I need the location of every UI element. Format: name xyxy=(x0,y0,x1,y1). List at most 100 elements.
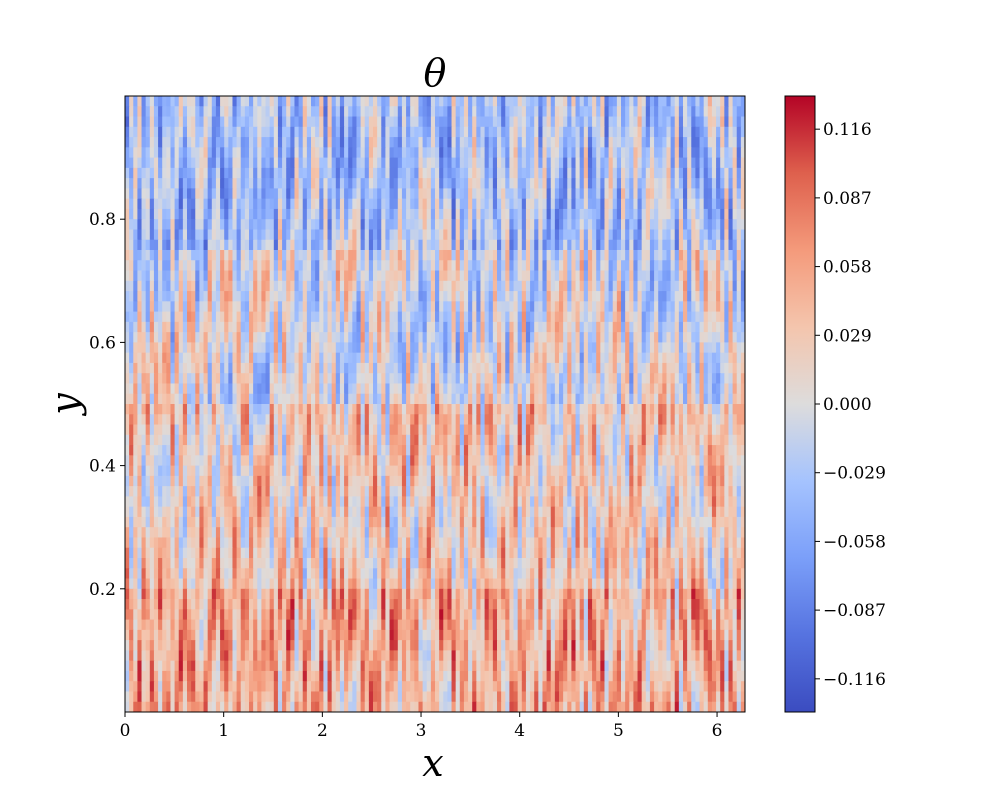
heatmap-cell xyxy=(298,147,304,159)
heatmap-cell xyxy=(406,96,411,107)
heatmap-cell xyxy=(542,147,548,159)
heatmap-cell xyxy=(323,342,329,354)
heatmap-cell xyxy=(687,157,692,169)
heatmap-cell xyxy=(550,229,556,241)
heatmap-cell xyxy=(315,393,320,405)
heatmap-cell xyxy=(277,321,283,333)
heatmap-cell xyxy=(224,188,229,200)
heatmap-cell xyxy=(501,311,506,323)
heatmap-cell xyxy=(649,342,655,354)
heatmap-cell xyxy=(385,208,391,220)
heatmap-cell xyxy=(153,229,159,241)
heatmap-cell xyxy=(244,157,250,169)
heatmap-cell xyxy=(488,96,494,107)
heatmap-cell xyxy=(476,352,482,364)
heatmap-cell xyxy=(724,229,730,241)
heatmap-cell xyxy=(579,424,585,436)
heatmap-cell xyxy=(220,383,225,395)
heatmap-cell xyxy=(625,301,630,313)
heatmap-cell xyxy=(430,178,436,189)
heatmap-cell xyxy=(339,332,345,343)
heatmap-cell xyxy=(220,137,225,148)
heatmap-cell xyxy=(497,342,502,354)
heatmap-cell xyxy=(360,167,366,179)
heatmap-cell xyxy=(678,260,684,272)
heatmap-cell xyxy=(654,352,659,364)
heatmap-cell xyxy=(215,352,221,364)
heatmap-cell xyxy=(567,301,572,313)
heatmap-cell xyxy=(224,106,229,118)
heatmap-cell xyxy=(732,270,738,282)
heatmap-cell xyxy=(455,352,461,364)
heatmap-cell xyxy=(273,291,279,302)
heatmap-cell xyxy=(178,393,184,405)
heatmap-cell xyxy=(426,198,432,210)
heatmap-cell xyxy=(654,424,659,436)
heatmap-cell xyxy=(459,393,465,405)
heatmap-cell xyxy=(149,404,155,415)
heatmap-cell xyxy=(587,280,593,292)
heatmap-cell xyxy=(472,239,477,251)
heatmap-cell xyxy=(571,311,577,323)
heatmap-cell xyxy=(575,270,581,282)
heatmap-cell xyxy=(302,147,308,159)
heatmap-cell xyxy=(678,362,684,374)
heatmap-cell xyxy=(530,126,535,138)
heatmap-cell xyxy=(525,342,531,354)
heatmap-cell xyxy=(666,137,672,148)
heatmap-cell xyxy=(207,332,213,343)
heatmap-cell xyxy=(153,301,159,313)
heatmap-cell xyxy=(323,404,329,415)
heatmap-cell xyxy=(253,116,258,128)
heatmap-cell xyxy=(654,198,659,210)
heatmap-cell xyxy=(641,178,647,189)
heatmap-cell xyxy=(240,250,246,261)
heatmap-cell xyxy=(364,137,370,148)
heatmap-cell xyxy=(327,137,333,148)
heatmap-cell xyxy=(459,260,465,272)
heatmap-cell xyxy=(389,332,395,343)
heatmap-cell xyxy=(645,342,651,354)
heatmap-cell xyxy=(385,352,391,364)
heatmap-cell xyxy=(472,229,477,241)
heatmap-cell xyxy=(137,239,143,251)
heatmap-cell xyxy=(158,219,163,231)
heatmap-cell xyxy=(439,188,444,200)
heatmap-cell xyxy=(501,188,506,200)
heatmap-cell xyxy=(720,178,725,189)
heatmap-cell xyxy=(435,404,440,415)
heatmap-cell xyxy=(207,250,213,261)
heatmap-cell xyxy=(728,126,734,138)
heatmap-cell xyxy=(220,414,225,426)
heatmap-cell xyxy=(381,352,386,364)
heatmap-cell xyxy=(125,178,130,189)
heatmap-cell xyxy=(534,342,539,354)
heatmap-cell xyxy=(426,311,432,323)
heatmap-cell xyxy=(596,96,601,107)
heatmap-cell xyxy=(174,106,180,118)
heatmap-cell xyxy=(678,137,684,148)
heatmap-cell xyxy=(207,137,213,148)
heatmap-cell xyxy=(257,219,262,231)
heatmap-cell xyxy=(463,393,469,405)
heatmap-cell xyxy=(282,332,287,343)
heatmap-cell xyxy=(224,157,229,169)
heatmap-cell xyxy=(670,373,676,385)
heatmap-cell xyxy=(273,208,279,220)
heatmap-cell xyxy=(282,393,287,405)
heatmap-cell xyxy=(538,414,544,426)
heatmap-cell xyxy=(348,291,353,302)
heatmap-cell xyxy=(625,208,630,220)
heatmap-cell xyxy=(501,250,506,261)
heatmap-cell xyxy=(534,270,539,282)
heatmap-cell xyxy=(720,126,725,138)
heatmap-cell xyxy=(170,208,176,220)
heatmap-cell xyxy=(339,291,345,302)
heatmap-cell xyxy=(207,404,213,415)
heatmap-cell xyxy=(435,301,440,313)
heatmap-cell xyxy=(550,167,556,179)
heatmap-cell xyxy=(716,96,721,107)
heatmap-cell xyxy=(633,137,639,148)
heatmap-cell xyxy=(550,404,556,415)
heatmap-cell xyxy=(596,147,601,159)
